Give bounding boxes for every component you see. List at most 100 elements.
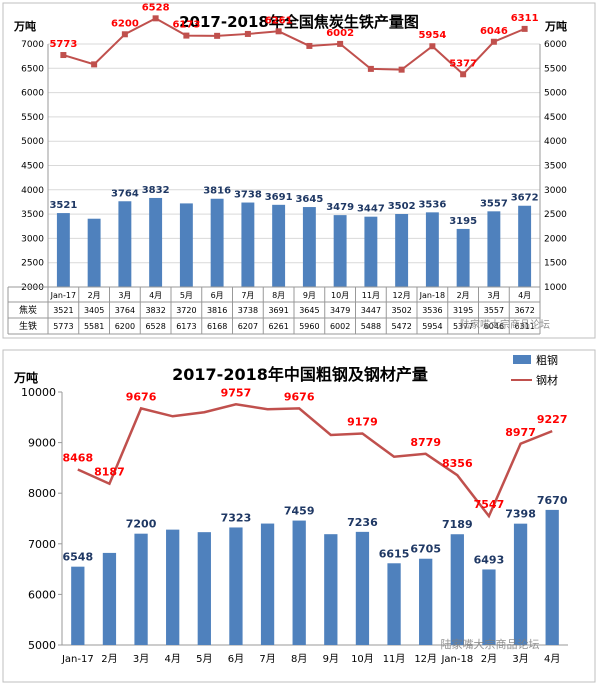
chart1-line-label: 6173 (172, 20, 200, 31)
chart2-bar-crude-steel (197, 532, 211, 645)
chart1-line-marker (214, 32, 221, 39)
chart2-bar-crude-steel (355, 531, 370, 645)
chart1-line-marker (183, 32, 190, 39)
chart1-data-table: Jan-17 2月 3月 4月 5月 6月 7月 8月 9月 10月 11月 12月 Jan-18 2月 3… (7, 286, 541, 335)
chart1-bar-label: 3502 (388, 201, 416, 212)
chart2-bar-crude-steel (71, 566, 85, 645)
chart1-bar-coke (518, 205, 532, 287)
chart2-legend: 粗钢 钢材 (511, 354, 558, 387)
chart1-line-marker (367, 65, 374, 72)
chart1-line-marker (398, 66, 405, 73)
legend-swatch-crude-steel (513, 355, 531, 364)
chart1-line-marker (60, 52, 67, 59)
chart1-table-row-name: 生铁 (19, 320, 37, 332)
chart1-table-cell: 3672 (514, 306, 534, 315)
chart1-bar-label: 3738 (234, 190, 262, 201)
chart-coke-pig-iron: 2017-2018年全国焦炭生铁产量图 万吨 万吨 2000 2500 3000 35… (2, 2, 596, 339)
chart1-line-marker (521, 25, 528, 32)
chart1-line-label: 6002 (326, 28, 354, 39)
chart1-table-cell: 3816 (207, 306, 227, 315)
chart2-line-label: 8187 (94, 466, 125, 479)
chart1-table-cell: 5488 (361, 322, 381, 331)
chart1-bar-coke (87, 218, 101, 287)
chart1-right-tick-label: 4000 (544, 137, 567, 147)
chart1-x-tick-label: 6月 (211, 291, 224, 300)
chart2-bar-label: 7459 (284, 505, 315, 518)
chart1-x-tick-label: 7月 (241, 291, 254, 300)
chart1-x-tick-label: 2月 (457, 291, 470, 300)
chart2-bar-label: 7200 (126, 518, 157, 531)
chart1-table-cell: 6311 (514, 322, 534, 331)
chart1-table-cell: 6046 (484, 322, 504, 331)
chart2-line-label: 8356 (442, 457, 473, 470)
chart1-table-cell: 3536 (422, 306, 442, 315)
chart1-x-tick-label: 4月 (149, 291, 162, 300)
chart1-left-tick-label: 5000 (21, 137, 44, 147)
chart1-table-cell: 5960 (299, 322, 319, 331)
chart1-line-label: 5377 (449, 58, 477, 69)
chart1-right-tick-label: 4500 (544, 113, 567, 123)
chart1-table-cell: 6207 (238, 322, 258, 331)
chart1-line-marker (490, 38, 497, 45)
chart2-left-tick-label: 7000 (28, 538, 56, 551)
chart1-x-tick-label: 4月 (518, 291, 531, 300)
chart1-table-cell: 3691 (268, 306, 288, 315)
chart1-left-tick-label: 2500 (21, 259, 44, 269)
chart2-line-label: 9757 (221, 386, 252, 399)
chart2-x-tick-label: 7月 (259, 653, 275, 665)
chart1-line-label: 6311 (511, 13, 539, 24)
chart1-table-cell: 3738 (238, 306, 258, 315)
chart1-table-cell: 3832 (145, 306, 165, 315)
chart1-left-tick-label: 3500 (21, 210, 44, 220)
chart2-x-tick-label: 6月 (228, 653, 244, 665)
chart1-right-tick-label: 1000 (544, 283, 567, 293)
chart2-bar-crude-steel (450, 534, 464, 645)
chart1-bar-label: 3832 (142, 185, 170, 196)
chart1-line-marker (275, 28, 282, 35)
chart1-table-cell: 5472 (391, 322, 411, 331)
chart2-left-tick-label: 6000 (28, 588, 56, 601)
chart1-bar-label: 3816 (203, 186, 231, 197)
chart1-line-label: 6046 (480, 26, 508, 37)
chart1-table-cell: 6173 (176, 322, 196, 331)
chart2-x-tick-label: 4月 (544, 653, 560, 665)
chart2-bar-crude-steel (229, 527, 243, 645)
chart1-table-cell: 3447 (361, 306, 381, 315)
chart2-x-tick-label: 12月 (414, 653, 437, 665)
chart1-line-marker (152, 15, 159, 22)
chart1-x-tick-label: 10月 (331, 291, 349, 300)
chart1-bar-label: 3521 (49, 200, 77, 211)
chart1-bar-coke (333, 215, 347, 287)
chart2-line-label: 7547 (474, 498, 505, 511)
chart2-x-tick-label: 3月 (133, 653, 149, 665)
chart2-x-tick-label: 5月 (196, 653, 212, 665)
chart1-x-tick-label: 8月 (272, 291, 285, 300)
chart2-bar-label: 7670 (537, 494, 568, 507)
chart1-table-cell: 3479 (330, 306, 350, 315)
legend-label-rolled-steel: 钢材 (536, 373, 558, 387)
chart1-line-marker (91, 61, 98, 68)
chart1-bar-coke (118, 201, 132, 287)
chart1-left-tick-label: 4000 (21, 186, 44, 196)
chart2-bar-label: 6615 (379, 547, 410, 560)
chart1-watermark: 陆家嘴大宗商品论坛 (460, 318, 550, 331)
chart1-line-label: 5954 (418, 30, 446, 41)
chart2-line-label: 9227 (537, 413, 568, 426)
chart1-bar-coke (241, 202, 255, 287)
chart2-bar-crude-steel (102, 552, 117, 645)
chart2-bar-label: 7323 (221, 511, 252, 524)
chart1-line-marker (244, 30, 251, 37)
chart1-right-tick-label: 2000 (544, 234, 567, 244)
chart1-bar-label: 3447 (357, 204, 385, 215)
chart1-line-marker (337, 40, 344, 47)
chart1-table-cell: 5377 (453, 322, 473, 331)
chart2-bar-crude-steel (260, 523, 275, 645)
chart2-left-tick-label: 5000 (28, 639, 56, 652)
chart1-right-tick-label: 5500 (544, 64, 567, 74)
chart2-bar-label: 7236 (347, 516, 378, 529)
chart1-bar-coke (487, 211, 501, 287)
chart2-x-tick-label: Jan-17 (61, 654, 94, 665)
chart1-line-pig-iron (63, 17, 526, 76)
